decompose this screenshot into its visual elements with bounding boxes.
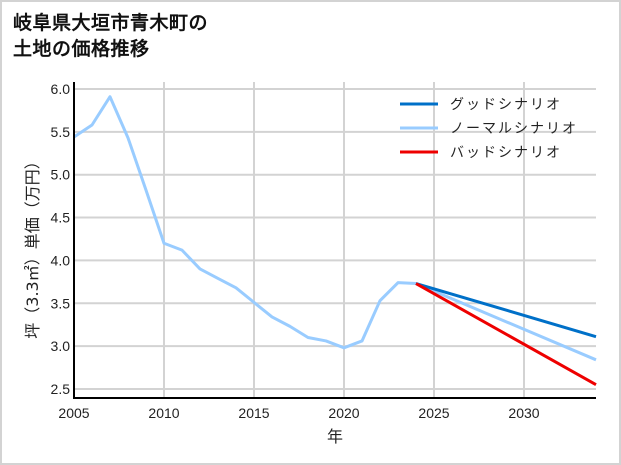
x-tick-label: 2015	[238, 405, 269, 421]
y-tick-label: 3.5	[51, 295, 71, 311]
series-line	[415, 282, 597, 339]
y-tick-label: 4.0	[51, 252, 71, 268]
legend-label: バッドシナリオ	[450, 145, 562, 161]
title-line-1: 岐阜県大垣市青木町の	[13, 12, 209, 34]
tick-labels: 2.5 3.0 3.5 4.0 4.5 5.0 5.5 6.0 2005 2010 2015 2020…	[51, 81, 540, 421]
title-line-2: 土地の価格推移	[13, 38, 150, 60]
chart-title: 岐阜県大垣市青木町の 土地の価格推移	[13, 10, 208, 62]
y-tick-label: 5.0	[51, 167, 71, 183]
legend-label: ノーマルシナリオ	[450, 121, 578, 137]
x-tick-label: 2020	[328, 405, 359, 421]
y-axis-label: 坪（3.3㎡）単価（万円）	[23, 153, 42, 338]
grid-lines	[74, 82, 596, 398]
y-tick-label: 6.0	[51, 81, 71, 97]
x-tick-label: 2005	[58, 405, 89, 421]
x-tick-label: 2025	[418, 405, 449, 421]
series-line	[73, 95, 597, 362]
y-tick-label: 3.0	[51, 338, 71, 354]
series-line	[415, 282, 597, 386]
axes	[73, 82, 596, 399]
x-tick-label: 2010	[148, 405, 179, 421]
series-lines	[73, 95, 597, 386]
y-tick-label: 5.5	[51, 124, 71, 140]
legend-label: グッドシナリオ	[450, 97, 562, 113]
y-tick-label: 2.5	[51, 381, 71, 397]
x-tick-label: 2030	[508, 405, 539, 421]
x-axis-label: 年	[327, 427, 343, 446]
y-tick-label: 4.5	[51, 210, 71, 226]
